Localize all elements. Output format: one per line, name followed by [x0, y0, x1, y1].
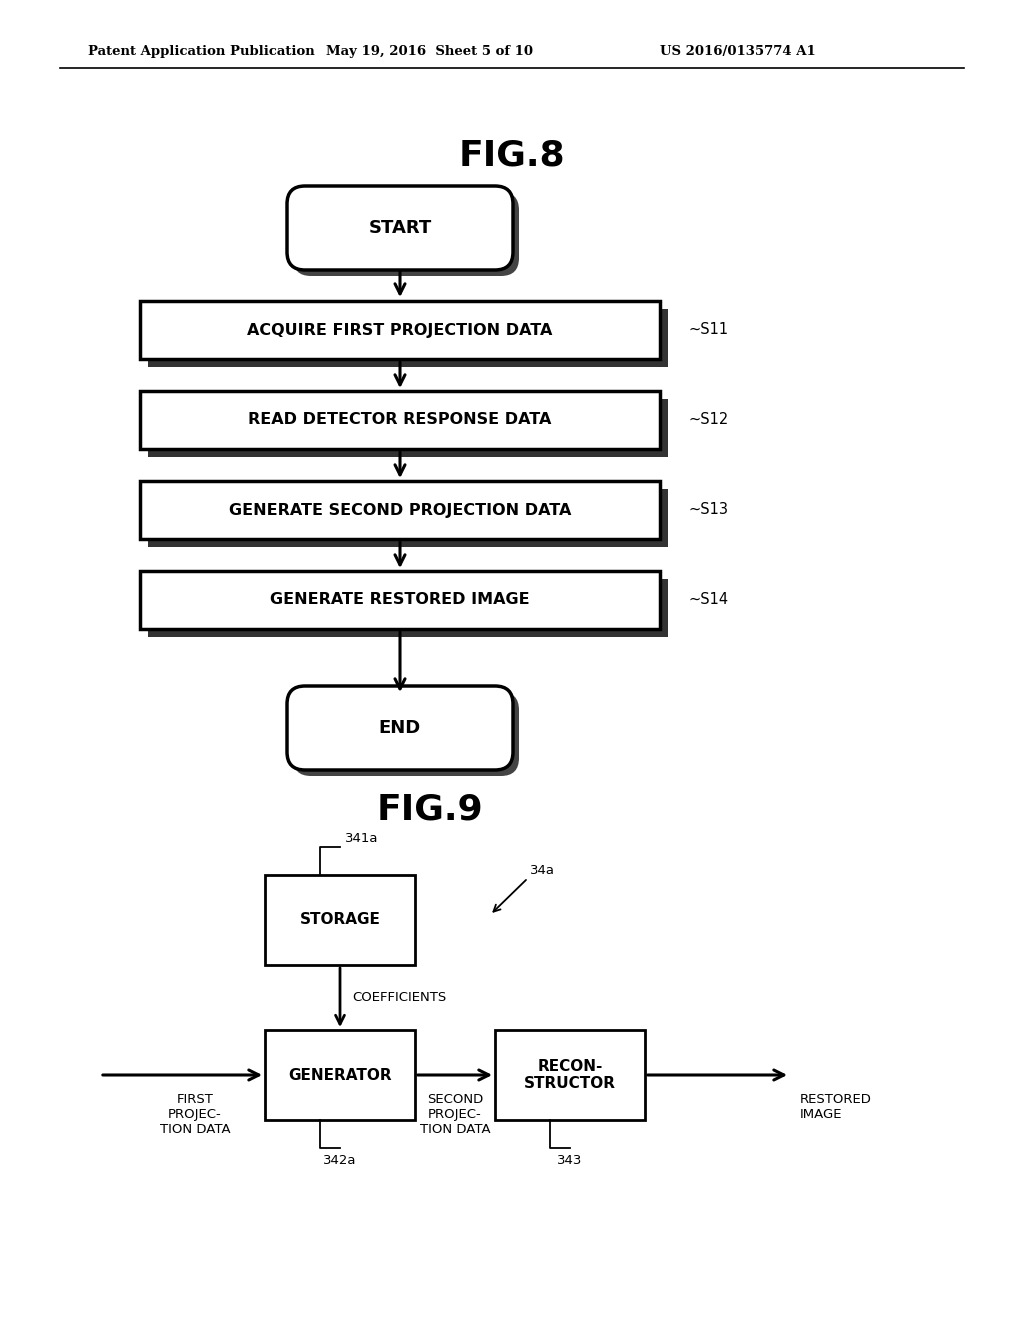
- Bar: [140, 572, 660, 630]
- Text: ~S11: ~S11: [688, 322, 728, 338]
- Text: GENERATE RESTORED IMAGE: GENERATE RESTORED IMAGE: [270, 593, 529, 607]
- FancyBboxPatch shape: [287, 186, 513, 271]
- Text: RECON-
STRUCTOR: RECON- STRUCTOR: [524, 1059, 616, 1092]
- Text: ~S12: ~S12: [688, 412, 728, 428]
- Text: STORAGE: STORAGE: [300, 912, 381, 928]
- Text: FIRST
PROJEC-
TION DATA: FIRST PROJEC- TION DATA: [160, 1093, 230, 1137]
- Text: GENERATOR: GENERATOR: [288, 1068, 392, 1082]
- Text: RESTORED
IMAGE: RESTORED IMAGE: [800, 1093, 871, 1121]
- Text: 342a: 342a: [324, 1154, 356, 1167]
- Bar: [148, 488, 668, 546]
- Text: Patent Application Publication: Patent Application Publication: [88, 45, 314, 58]
- Text: US 2016/0135774 A1: US 2016/0135774 A1: [660, 45, 816, 58]
- FancyBboxPatch shape: [293, 692, 519, 776]
- Bar: [140, 480, 660, 539]
- Text: 341a: 341a: [345, 832, 379, 845]
- Bar: [265, 1030, 415, 1119]
- Text: ~S13: ~S13: [688, 503, 728, 517]
- Bar: [140, 391, 660, 449]
- Bar: [140, 301, 660, 359]
- Text: 343: 343: [557, 1154, 583, 1167]
- Bar: [148, 399, 668, 457]
- Text: ~S14: ~S14: [688, 593, 728, 607]
- Text: END: END: [379, 719, 421, 737]
- Bar: [148, 579, 668, 638]
- Text: START: START: [369, 219, 432, 238]
- FancyBboxPatch shape: [287, 686, 513, 770]
- Text: May 19, 2016  Sheet 5 of 10: May 19, 2016 Sheet 5 of 10: [327, 45, 534, 58]
- Bar: [265, 875, 415, 965]
- Text: ACQUIRE FIRST PROJECTION DATA: ACQUIRE FIRST PROJECTION DATA: [248, 322, 553, 338]
- Text: FIG.9: FIG.9: [377, 793, 483, 828]
- Text: GENERATE SECOND PROJECTION DATA: GENERATE SECOND PROJECTION DATA: [228, 503, 571, 517]
- Text: COEFFICIENTS: COEFFICIENTS: [352, 991, 446, 1005]
- Text: READ DETECTOR RESPONSE DATA: READ DETECTOR RESPONSE DATA: [248, 412, 552, 428]
- Bar: [495, 1030, 645, 1119]
- Text: 34a: 34a: [530, 863, 555, 876]
- Bar: [148, 309, 668, 367]
- Text: FIG.8: FIG.8: [459, 139, 565, 172]
- FancyBboxPatch shape: [293, 191, 519, 276]
- Text: SECOND
PROJEC-
TION DATA: SECOND PROJEC- TION DATA: [420, 1093, 490, 1137]
